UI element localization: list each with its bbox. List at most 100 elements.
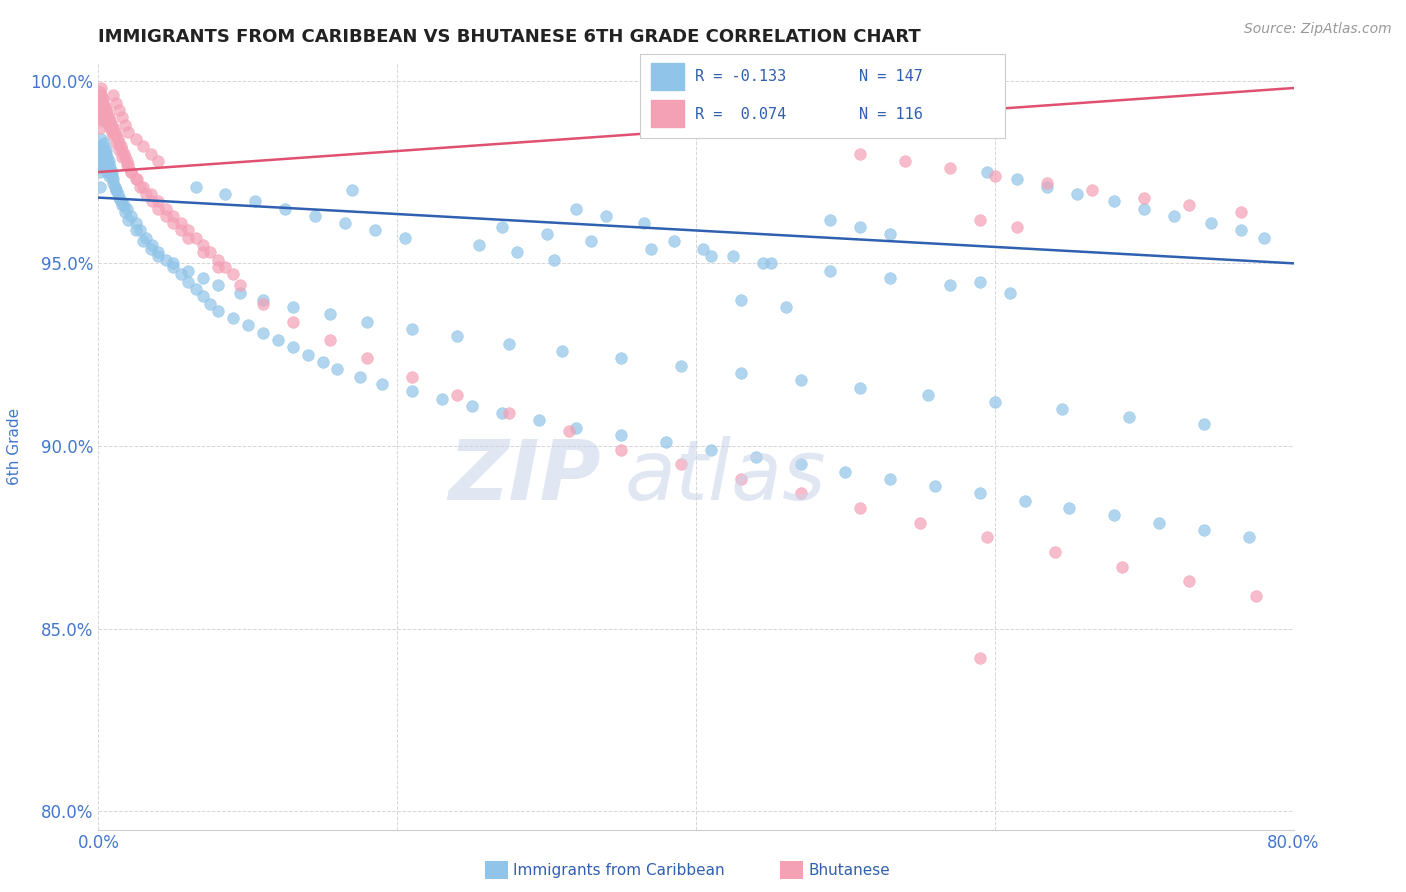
Point xyxy=(297,348,319,362)
Point xyxy=(640,242,662,256)
Point xyxy=(356,351,378,366)
Point xyxy=(252,293,274,307)
Point xyxy=(252,326,274,340)
Point xyxy=(101,165,124,179)
Text: R =  0.074: R = 0.074 xyxy=(695,107,786,122)
Point xyxy=(127,172,149,186)
Point xyxy=(104,179,127,194)
Point xyxy=(89,121,111,136)
Point xyxy=(93,110,115,124)
Text: Source: ZipAtlas.com: Source: ZipAtlas.com xyxy=(1244,22,1392,37)
Point xyxy=(969,275,991,289)
Point xyxy=(669,457,692,471)
Point xyxy=(162,256,184,270)
Point xyxy=(326,362,349,376)
Point xyxy=(401,384,423,399)
Text: R = -0.133: R = -0.133 xyxy=(695,69,786,84)
Point xyxy=(1050,402,1073,417)
Point xyxy=(917,388,939,402)
Point xyxy=(700,442,723,457)
Point xyxy=(91,103,114,117)
Point xyxy=(506,245,529,260)
Point xyxy=(110,194,132,209)
Point xyxy=(93,99,115,113)
Point xyxy=(730,472,752,486)
Point xyxy=(610,351,633,366)
Point xyxy=(789,457,811,471)
Point xyxy=(356,315,378,329)
Point xyxy=(1244,589,1267,603)
Point xyxy=(177,275,200,289)
Point xyxy=(222,268,245,282)
Point xyxy=(139,186,162,201)
Point xyxy=(135,186,157,201)
Point xyxy=(94,103,117,117)
Point xyxy=(98,121,122,136)
Y-axis label: 6th Grade: 6th Grade xyxy=(7,408,22,484)
Point xyxy=(1147,516,1170,530)
Point xyxy=(311,355,333,369)
Point xyxy=(1066,186,1088,201)
Point xyxy=(1192,417,1215,431)
Point xyxy=(90,150,112,164)
Point xyxy=(135,231,157,245)
Point xyxy=(115,158,138,172)
Point xyxy=(633,216,655,230)
Point xyxy=(94,158,117,172)
Point xyxy=(274,202,297,216)
Point xyxy=(939,278,962,293)
Point xyxy=(97,158,120,172)
Point xyxy=(96,110,118,124)
Point xyxy=(101,118,124,132)
Point xyxy=(191,238,214,252)
Point xyxy=(105,128,128,143)
Point xyxy=(120,209,142,223)
Point xyxy=(115,154,138,169)
Point xyxy=(229,285,252,300)
Point xyxy=(111,150,134,164)
Point xyxy=(610,442,633,457)
Point xyxy=(93,154,115,169)
Point xyxy=(107,186,129,201)
Point xyxy=(1059,501,1081,516)
Point xyxy=(103,172,125,186)
Point xyxy=(98,118,122,132)
Point xyxy=(93,143,115,157)
Point xyxy=(155,209,177,223)
Point xyxy=(117,212,139,227)
Point xyxy=(139,242,162,256)
Point xyxy=(214,260,236,274)
Point xyxy=(89,99,111,113)
Point xyxy=(745,450,768,464)
Point xyxy=(558,425,581,439)
Point xyxy=(91,139,114,153)
Point xyxy=(141,238,163,252)
Point xyxy=(267,333,290,347)
Point xyxy=(94,106,117,120)
Point xyxy=(281,300,304,314)
Point xyxy=(141,194,163,209)
Point xyxy=(94,103,117,117)
Point xyxy=(879,271,901,285)
Point xyxy=(998,285,1021,300)
Point xyxy=(125,132,148,146)
Point xyxy=(105,183,128,197)
Text: IMMIGRANTS FROM CARIBBEAN VS BHUTANESE 6TH GRADE CORRELATION CHART: IMMIGRANTS FROM CARIBBEAN VS BHUTANESE 6… xyxy=(98,28,921,45)
Point xyxy=(1036,176,1059,190)
Point xyxy=(114,205,136,219)
Point xyxy=(849,380,872,394)
Point xyxy=(1043,545,1066,559)
Point xyxy=(1036,179,1059,194)
Point xyxy=(91,92,114,106)
Point xyxy=(155,252,177,267)
Point xyxy=(849,219,872,234)
Point xyxy=(527,413,550,427)
Point xyxy=(662,235,685,249)
Point xyxy=(333,216,356,230)
Point xyxy=(148,154,170,169)
Point xyxy=(129,179,152,194)
Point xyxy=(281,315,304,329)
Point xyxy=(162,260,184,274)
Point xyxy=(1005,219,1028,234)
Point xyxy=(89,179,111,194)
